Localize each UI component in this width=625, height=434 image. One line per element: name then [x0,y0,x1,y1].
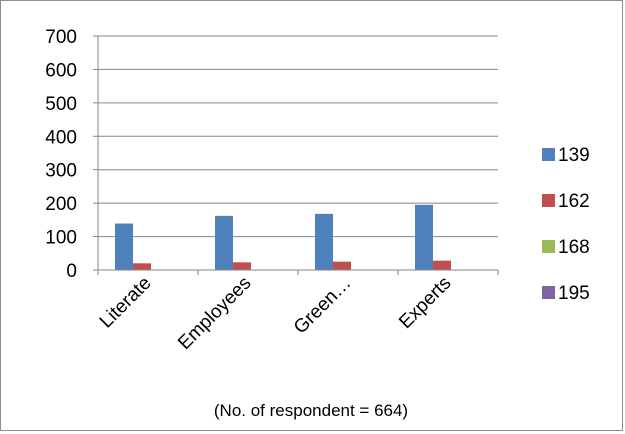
legend-label: 168 [558,237,590,258]
y-tick-label: 200 [45,194,77,215]
y-tick-label: 500 [45,94,77,115]
legend-swatch [542,148,555,161]
bar-139-3 [415,204,433,270]
bar-162-3 [433,260,451,270]
y-axis: 0 100 200 300 400 500 600 700 [45,27,99,282]
bar-162-0 [133,263,151,270]
y-tick-label: 0 [66,261,77,282]
legend-label: 195 [558,283,590,304]
bar-139-0 [115,223,133,270]
y-tick-label: 600 [45,60,77,81]
legend-swatch [542,240,555,253]
bars [115,204,451,270]
legend-swatch [542,286,555,299]
y-tick-label: 700 [45,27,77,48]
y-tick-label: 100 [45,228,77,249]
bar-162-1 [233,262,251,270]
y-tick-label: 300 [45,161,77,182]
x-category-label: Literate [96,273,156,333]
x-category-label: Employees [174,273,255,354]
x-axis: Literate Employees Green… Experts [96,269,499,354]
y-tick-label: 400 [45,127,77,148]
bar-139-1 [215,215,233,270]
legend-label: 139 [558,145,590,166]
x-category-label: Experts [395,273,455,333]
bar-139-2 [315,213,333,270]
legend-swatch [542,194,555,207]
gridlines [98,35,498,238]
x-category-label: Green… [290,273,356,339]
legend-label: 162 [558,191,590,212]
legend: 139 162 168 195 [542,145,590,304]
respondent-note: (No. of respondent = 664) [214,401,408,420]
bar-162-2 [333,261,351,270]
